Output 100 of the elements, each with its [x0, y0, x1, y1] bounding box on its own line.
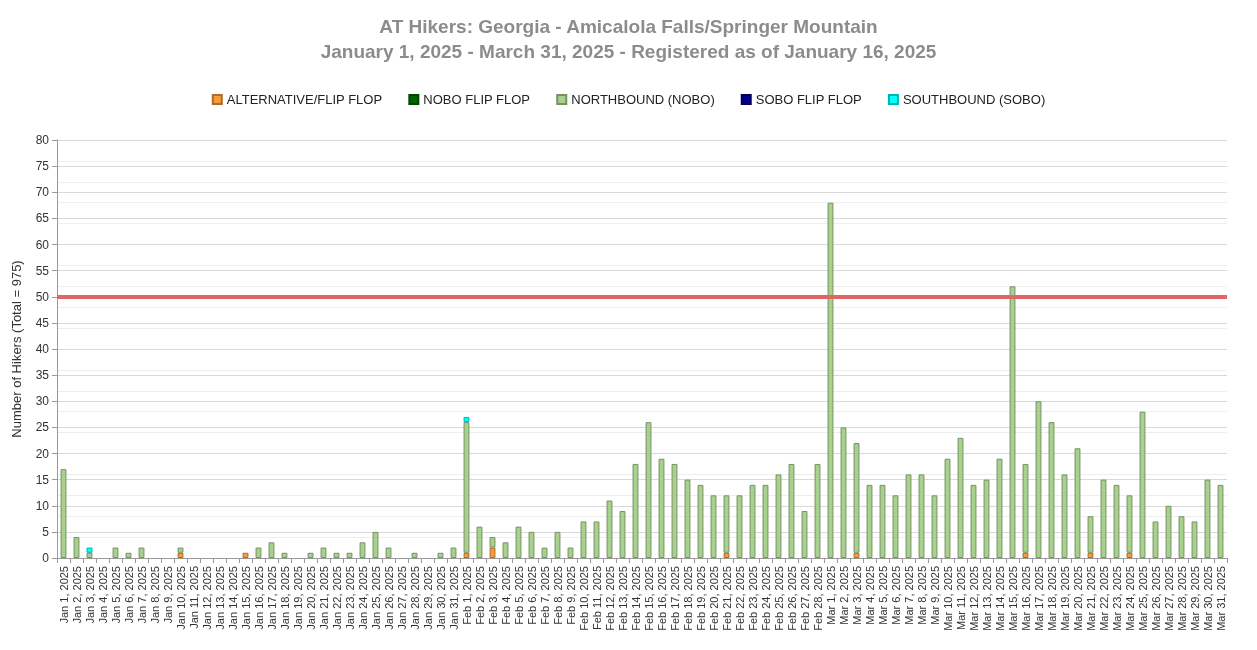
- x-tick-label: Feb 10, 2025: [577, 566, 590, 631]
- bar: [749, 484, 756, 558]
- x-tick-label: Feb 22, 2025: [733, 566, 746, 631]
- x-tick-label: Mar 22, 2025: [1097, 566, 1110, 631]
- bar: [554, 531, 561, 558]
- y-tick-label: 45: [35, 315, 50, 330]
- bar: [723, 552, 730, 558]
- x-tick-label: Feb 3, 2025: [486, 566, 499, 625]
- x-tick-label: Jan 13, 2025: [213, 566, 226, 630]
- bar: [1009, 286, 1016, 558]
- bar: [177, 552, 184, 558]
- bar: [437, 552, 444, 558]
- bar: [853, 552, 860, 558]
- bar: [645, 422, 652, 558]
- bar: [1217, 484, 1224, 558]
- bar: [1204, 479, 1211, 558]
- bar: [1178, 516, 1185, 558]
- x-tick-label: Feb 24, 2025: [759, 566, 772, 631]
- bar: [632, 463, 639, 558]
- x-tick-label: Mar 14, 2025: [993, 566, 1006, 631]
- x-tick-label: Jan 30, 2025: [434, 566, 447, 630]
- bar: [1152, 521, 1159, 558]
- x-tick-label: Feb 27, 2025: [798, 566, 811, 631]
- x-tick-label: Feb 11, 2025: [590, 566, 603, 631]
- y-tick-label: 35: [35, 368, 50, 383]
- x-tick-label: Jan 15, 2025: [239, 566, 252, 630]
- x-tick-label: Feb 15, 2025: [642, 566, 655, 631]
- x-tick-label: Feb 9, 2025: [564, 566, 577, 625]
- bar: [970, 484, 977, 558]
- x-tick-label: Jan 5, 2025: [109, 566, 122, 624]
- y-tick-label: 60: [35, 237, 50, 252]
- y-tick-label: 15: [35, 472, 50, 487]
- bar: [541, 547, 548, 558]
- x-tick-label: Mar 3, 2025: [850, 566, 863, 625]
- bar: [1113, 484, 1120, 558]
- x-tick-label: Mar 30, 2025: [1201, 566, 1214, 631]
- bar: [1022, 552, 1029, 558]
- bar: [86, 547, 93, 553]
- y-tick-label: 65: [35, 211, 50, 226]
- bar: [268, 542, 275, 558]
- bar: [658, 458, 665, 558]
- x-tick-label: Feb 28, 2025: [811, 566, 824, 631]
- bar: [489, 537, 496, 548]
- bar: [866, 484, 873, 558]
- x-tick-label: Feb 23, 2025: [746, 566, 759, 631]
- bar: [242, 552, 249, 558]
- x-tick-label: Mar 20, 2025: [1071, 566, 1084, 631]
- x-tick-label: Feb 20, 2025: [707, 566, 720, 631]
- x-tick-label: Feb 16, 2025: [655, 566, 668, 631]
- x-tick-label: Jan 31, 2025: [447, 566, 460, 630]
- bar: [957, 437, 964, 558]
- bar: [385, 547, 392, 558]
- bar: [1035, 401, 1042, 558]
- x-tick-label: Mar 21, 2025: [1084, 566, 1097, 631]
- legend-label: SOBO FLIP FLOP: [755, 92, 862, 107]
- bar: [112, 547, 119, 558]
- x-tick-label: Mar 15, 2025: [1006, 566, 1019, 631]
- x-tick-label: Mar 8, 2025: [915, 566, 928, 625]
- x-tick-label: Jan 19, 2025: [291, 566, 304, 630]
- x-tick-label: Jan 4, 2025: [96, 566, 109, 624]
- x-tick-label: Feb 18, 2025: [681, 566, 694, 631]
- x-tick-label: Jan 25, 2025: [369, 566, 382, 630]
- x-tick-label: Mar 10, 2025: [941, 566, 954, 631]
- legend-label: ALTERNATIVE/FLIP FLOP: [226, 92, 383, 107]
- chart-subtitle: January 1, 2025 - March 31, 2025 - Registered as of January 16, 2025: [320, 41, 937, 62]
- bar: [515, 526, 522, 558]
- x-tick-label: Jan 26, 2025: [382, 566, 395, 630]
- y-tick-label: 40: [35, 342, 50, 356]
- x-tick-label: Feb 25, 2025: [772, 566, 785, 631]
- bar: [1022, 463, 1029, 553]
- bar: [1139, 411, 1146, 558]
- x-tick-label: Jan 24, 2025: [356, 566, 369, 630]
- bar: [1087, 516, 1094, 553]
- x-tick-label: Mar 12, 2025: [967, 566, 980, 631]
- bar: [814, 463, 821, 558]
- x-tick-label: Feb 7, 2025: [538, 566, 551, 625]
- x-tick-label: Jan 11, 2025: [187, 566, 200, 629]
- legend-label: NORTHBOUND (NOBO): [571, 92, 715, 107]
- x-tick-label: Jan 9, 2025: [161, 566, 174, 624]
- y-axis-title: Number of Hikers (Total = 975): [9, 260, 24, 438]
- bar: [476, 526, 483, 558]
- x-tick-label: Feb 6, 2025: [525, 566, 538, 625]
- bar: [1126, 495, 1133, 553]
- y-tick-label: 20: [35, 446, 50, 461]
- x-tick-label: Feb 19, 2025: [694, 566, 707, 631]
- bar: [372, 531, 379, 558]
- bar: [944, 458, 951, 558]
- legend-label: NOBO FLIP FLOP: [423, 92, 531, 107]
- x-tick-label: Jan 16, 2025: [252, 566, 265, 630]
- bar: [1087, 552, 1094, 558]
- bar: [580, 521, 587, 558]
- x-tick-label: Jan 7, 2025: [135, 566, 148, 624]
- x-tick-label: Jan 29, 2025: [421, 566, 434, 630]
- x-tick-label: Mar 25, 2025: [1136, 566, 1149, 631]
- bar: [983, 479, 990, 558]
- bar: [307, 552, 314, 558]
- y-tick-label: 5: [42, 524, 50, 539]
- x-tick-label: Mar 23, 2025: [1110, 566, 1123, 631]
- x-tick-label: Mar 2, 2025: [837, 566, 850, 625]
- y-tick-label: 25: [35, 420, 50, 435]
